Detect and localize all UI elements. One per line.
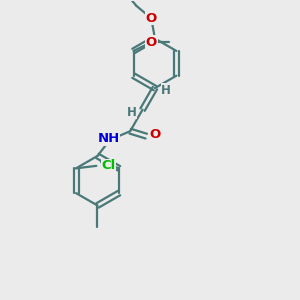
Text: H: H (161, 84, 171, 97)
Text: O: O (149, 128, 161, 141)
Text: O: O (146, 12, 157, 25)
Text: NH: NH (98, 132, 120, 145)
Text: O: O (146, 36, 157, 49)
Text: Cl: Cl (101, 159, 116, 172)
Text: H: H (127, 106, 136, 118)
